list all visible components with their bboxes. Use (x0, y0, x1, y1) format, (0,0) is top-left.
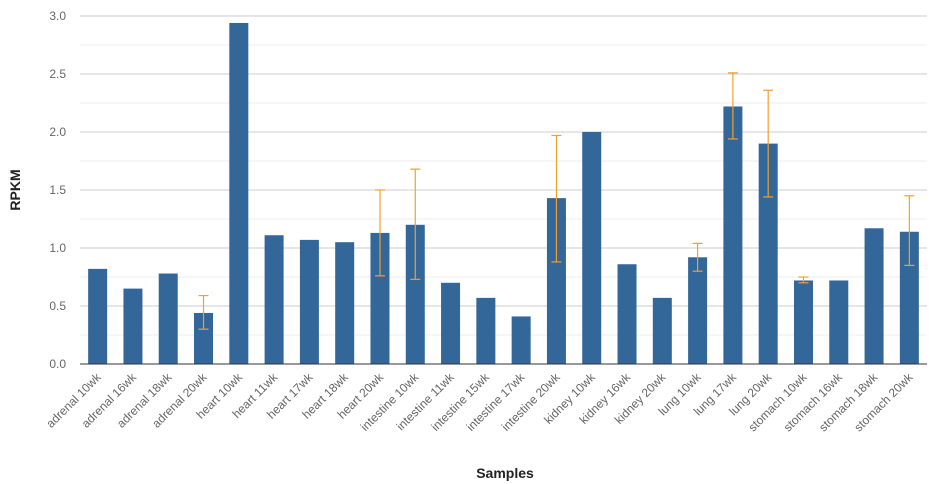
y-tick-label: 1.5 (49, 183, 66, 197)
y-tick-label: 1.0 (49, 241, 66, 255)
bar (88, 268, 108, 364)
bar (299, 239, 319, 364)
bar (582, 132, 602, 364)
bar (229, 22, 249, 365)
bar (793, 280, 813, 364)
bar (652, 297, 672, 364)
y-tick-label: 0.5 (49, 299, 66, 313)
y-tick-label: 3.0 (49, 9, 66, 23)
bar (511, 316, 531, 364)
y-tick-label: 0.0 (49, 357, 66, 371)
bar (123, 288, 143, 364)
bar (194, 312, 214, 364)
bar (688, 257, 708, 364)
bar (758, 143, 778, 364)
bar (546, 198, 566, 364)
bar (335, 242, 355, 364)
bar (264, 235, 284, 364)
y-tick-labels: 0.0 0.5 1.0 1.5 2.0 2.5 3.0 (49, 9, 66, 371)
bar (864, 228, 884, 364)
bar (617, 264, 637, 364)
bar (723, 106, 743, 364)
bar (476, 297, 496, 364)
y-axis-title: RPKM (7, 169, 23, 210)
bar (829, 280, 849, 364)
y-tick-label: 2.0 (49, 125, 66, 139)
bar (405, 224, 425, 364)
x-axis-title: Samples (476, 465, 534, 481)
gridlines (80, 15, 927, 336)
bars (88, 22, 919, 365)
bar (370, 232, 390, 364)
bar (158, 273, 178, 364)
y-tick-label: 2.5 (49, 67, 66, 81)
error-bars (198, 72, 915, 330)
bar (441, 282, 461, 364)
